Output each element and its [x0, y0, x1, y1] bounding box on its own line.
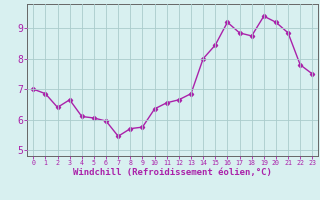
X-axis label: Windchill (Refroidissement éolien,°C): Windchill (Refroidissement éolien,°C)	[73, 168, 272, 177]
